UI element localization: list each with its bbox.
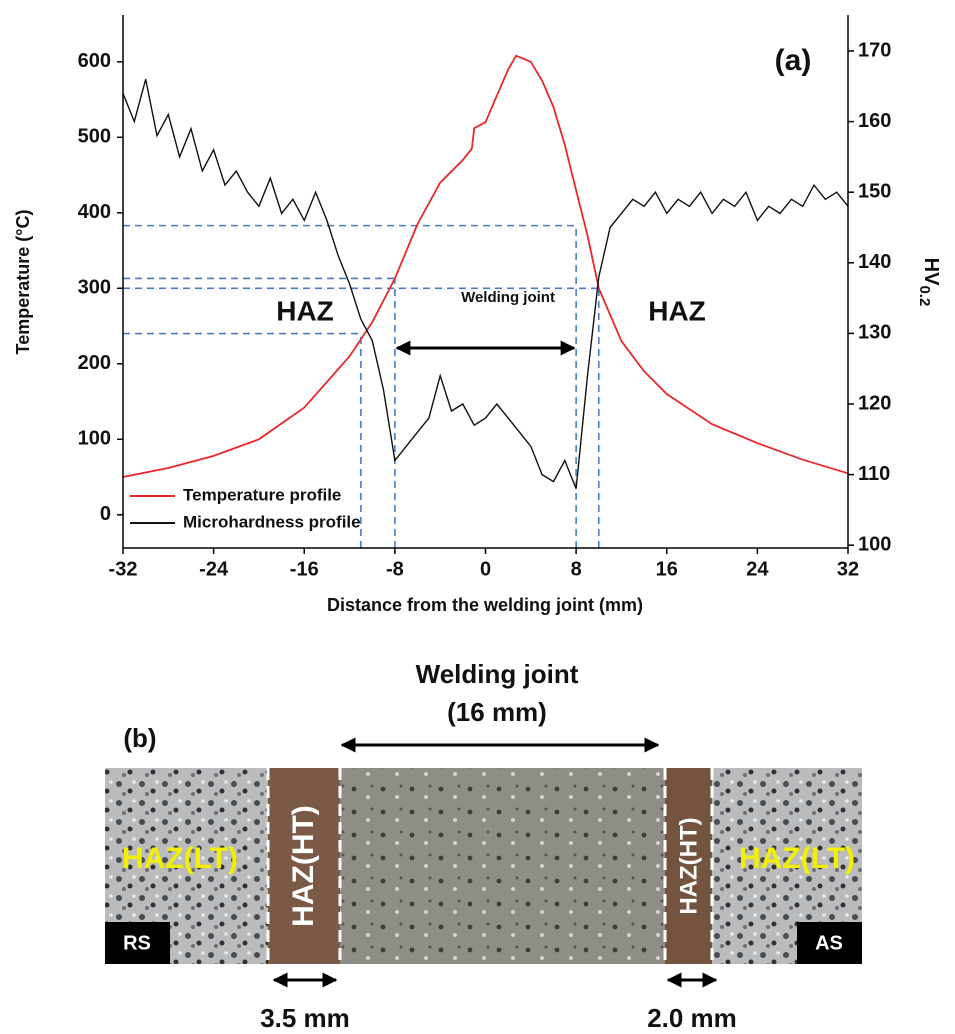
side-label: RS [123,932,151,954]
width-label: 2.0 mm [647,1003,737,1033]
y2-tick-label: 100 [858,533,891,555]
y-tick-label: 600 [78,50,111,72]
x-tick-label: -8 [386,558,404,580]
panel-label: (b) [123,723,156,753]
x-tick-label: -24 [199,558,229,580]
photo-zone [340,768,665,964]
y2-title-sub: 0.2 [916,285,933,306]
x-tick-label: -32 [109,558,138,580]
zone-label: HAZ(HT) [675,817,702,914]
y-axis-title: Temperature (°C) [13,210,33,355]
panel-b-subtitle: (16 mm) [447,697,547,727]
x-tick-label: -16 [290,558,319,580]
side-box [105,922,170,964]
x-tick-label: 32 [837,558,859,580]
side-box [797,922,862,964]
y2-tick-label: 170 [858,39,891,61]
legend-label: Microhardness profile [183,512,361,531]
y2-tick-label: 130 [858,322,891,344]
zone-label: HAZ(HT) [287,805,320,927]
y2-tick-label: 140 [858,251,891,273]
y-tick-label: 500 [78,126,111,148]
y-tick-label: 100 [78,428,111,450]
y-tick-label: 300 [78,277,111,299]
zone-label: HAZ(LT) [739,842,855,875]
y-tick-label: 0 [100,503,111,525]
side-label: AS [815,932,843,954]
x-tick-label: 8 [571,558,582,580]
x-axis-title: Distance from the welding joint (mm) [327,595,643,615]
x-tick-label: 16 [656,558,678,580]
photo [105,768,862,964]
x-tick-label: 0 [480,558,491,580]
zone-label: HAZ(LT) [122,842,238,875]
y2-axis-title: HV0.2 [916,258,942,307]
y2-tick-label: 160 [858,110,891,132]
photo-zone [665,768,712,964]
annotation: HAZ [648,295,706,326]
y-tick-label: 200 [78,352,111,374]
annotation: Welding joint [461,289,555,306]
panel-b-title: Welding joint [416,659,579,689]
x-tick-label: 24 [746,558,769,580]
annotation: HAZ [276,295,334,326]
y2-tick-label: 110 [858,463,890,485]
y2-title-main: HV [920,258,942,286]
y2-tick-label: 120 [858,392,891,414]
width-label: 3.5 mm [260,1003,350,1033]
panel-label: (a) [775,44,812,77]
zone-borders [266,768,714,964]
photo-zone [268,768,340,964]
y2-tick-label: 150 [858,180,891,202]
legend-label: Temperature profile [183,485,341,504]
series-line [122,54,849,478]
y-tick-label: 400 [78,201,111,223]
series-line [122,79,849,489]
